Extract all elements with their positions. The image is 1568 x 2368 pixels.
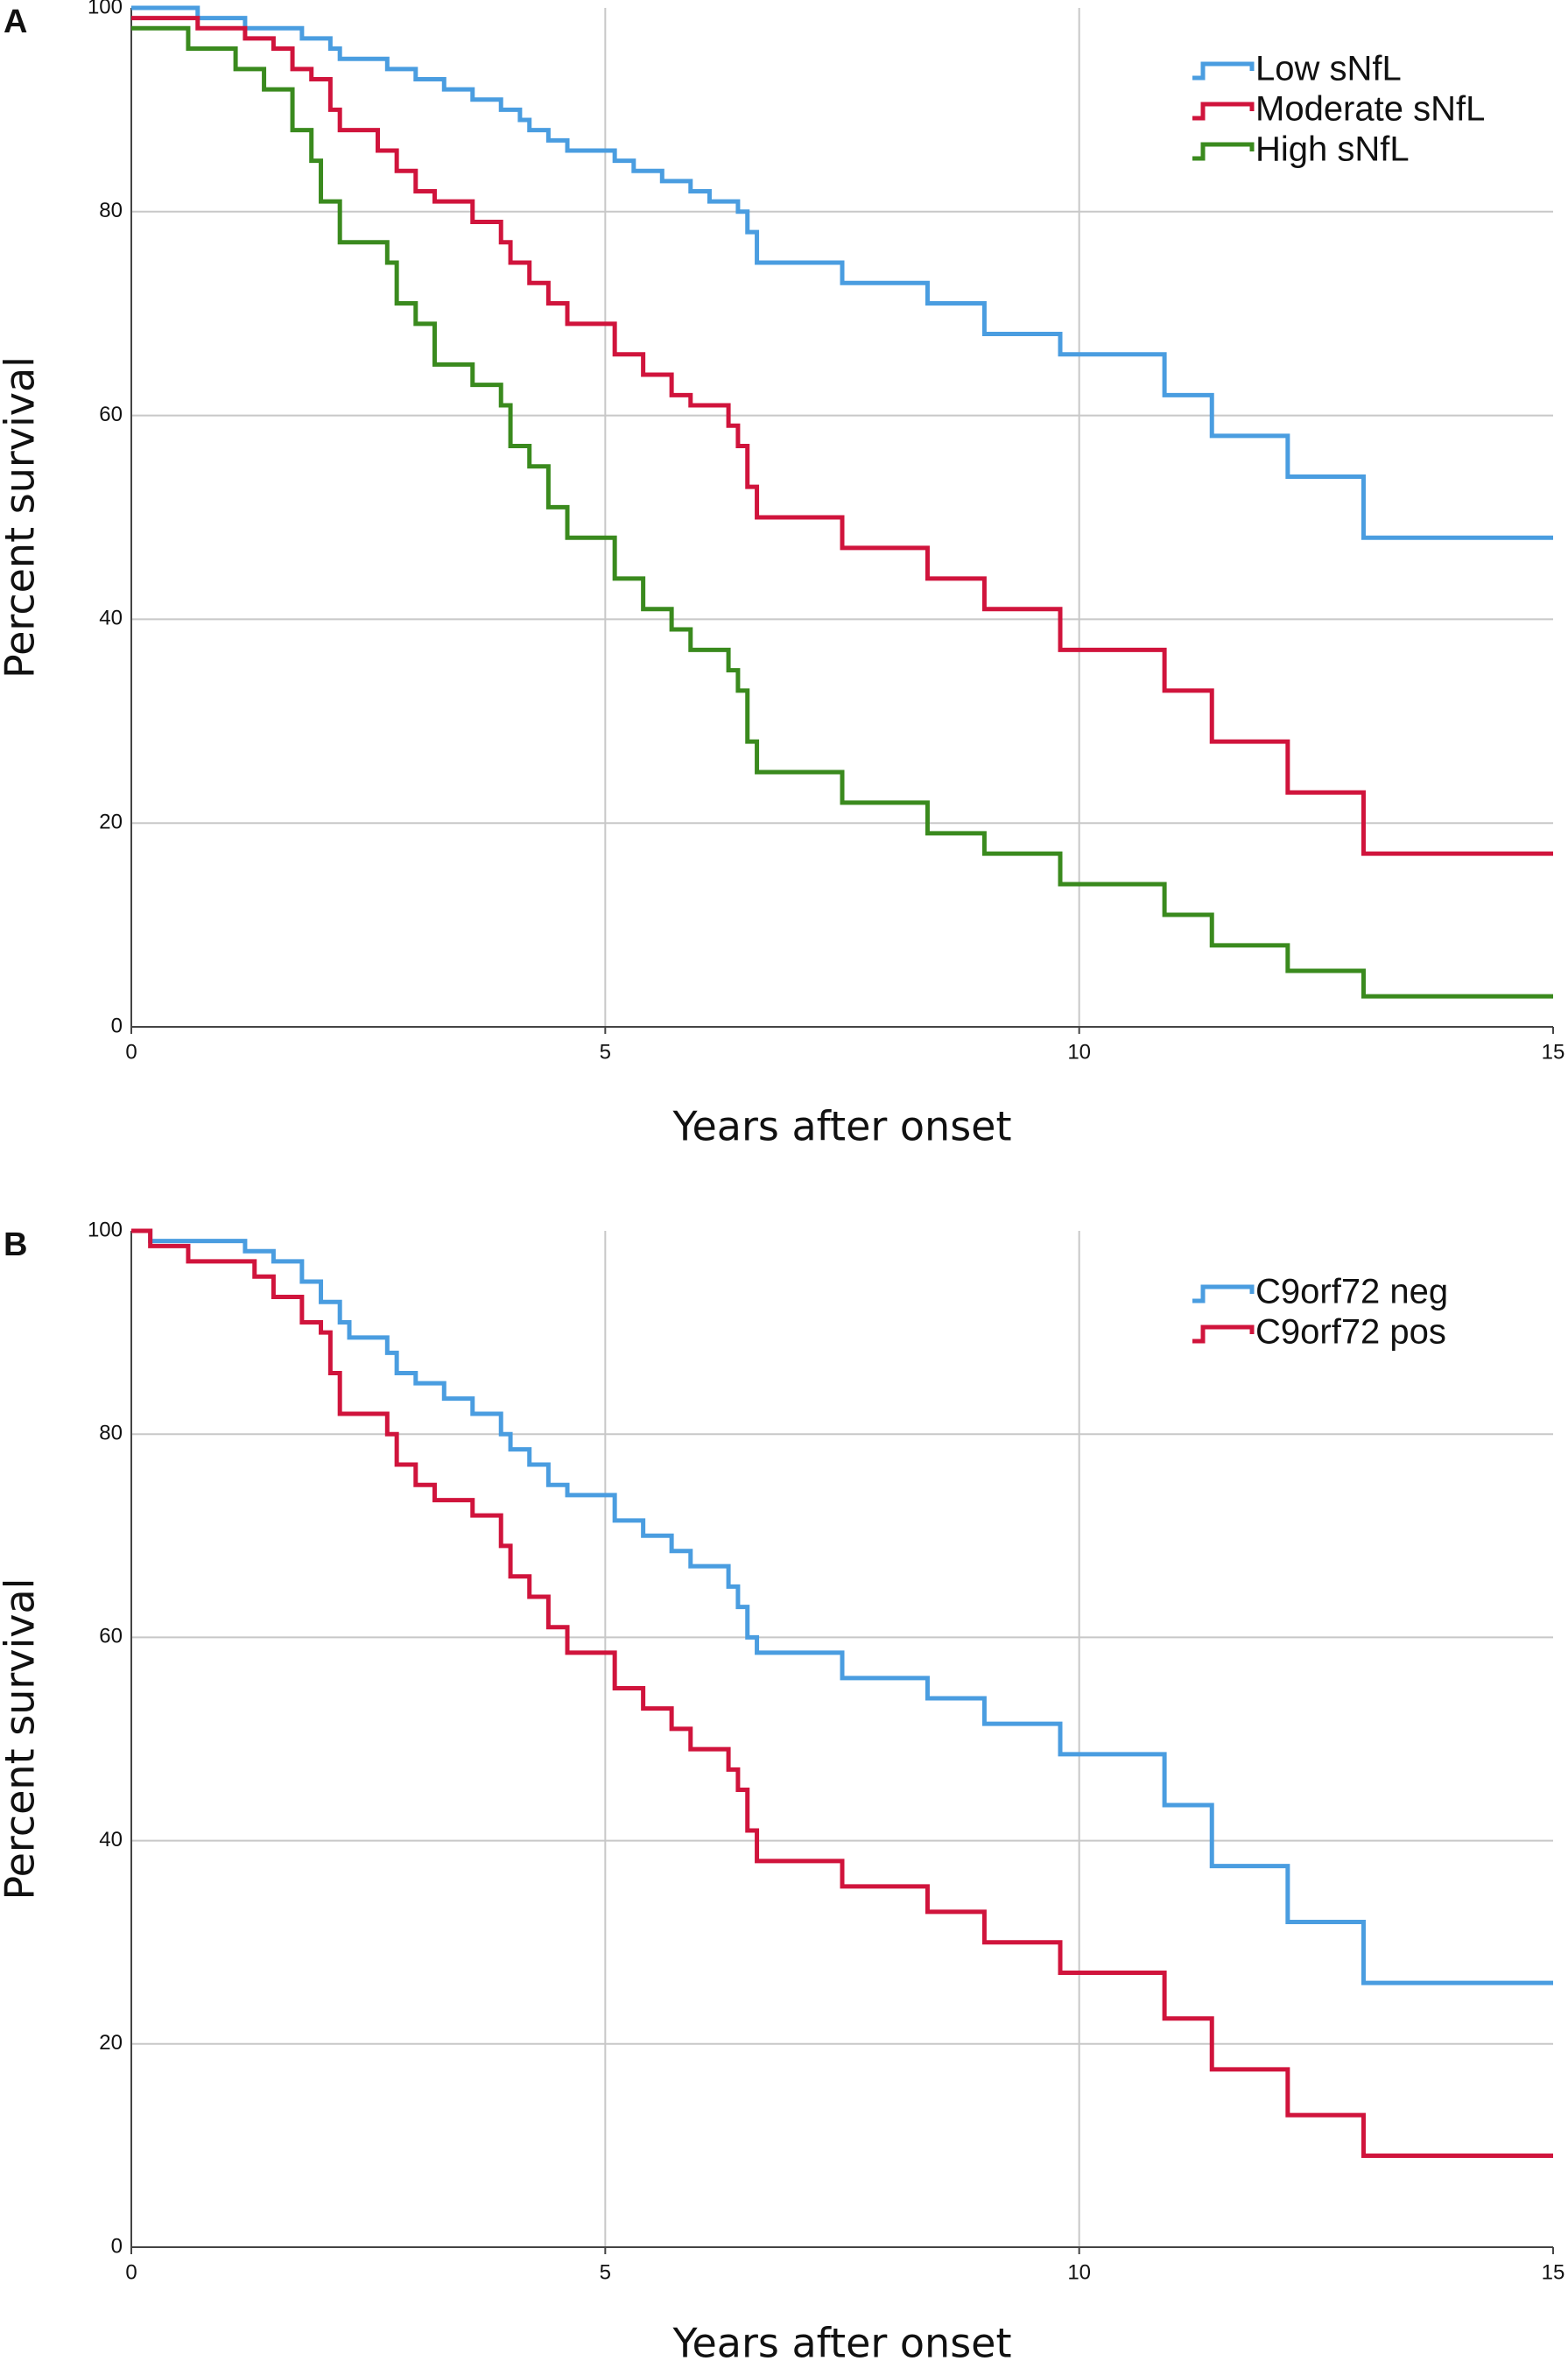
x-tick-label: 10 [1067,1040,1091,1064]
legend-swatch [1192,1325,1255,1344]
x-tick-label: 15 [1542,1040,1565,1064]
panel-label: A [4,4,27,40]
legend-swatch [1192,102,1255,121]
x-tick-label: 5 [600,1040,611,1064]
legend-label: Moderate sNfL [1255,90,1485,129]
x-tick-label: 5 [600,2260,611,2284]
panel-label: B [4,1226,27,1263]
legend-label: Low sNfL [1255,50,1402,88]
y-tick-label: 40 [99,607,123,630]
y-axis-title: Percent survival [0,1578,44,1901]
y-tick-label: 20 [99,811,123,834]
y-tick-label: 0 [111,1014,123,1037]
y-tick-label: 60 [99,1625,123,1648]
y-tick-label: 100 [88,0,123,18]
y-tick-label: 60 [99,403,123,426]
survival-line [131,1228,1553,2159]
legend-label: C9orf72 pos [1255,1313,1446,1352]
y-axis-title: Percent survival [0,356,44,678]
x-tick-label: 0 [125,2260,137,2284]
y-tick-label: 20 [99,2031,123,2055]
y-tick-label: 100 [88,1218,123,1241]
survival-line [131,5,1553,540]
survival-line [131,16,1553,856]
legend-swatch [1192,1284,1255,1303]
legend-swatch [1192,61,1255,81]
x-axis-title: Years after onset [671,1103,1011,1150]
x-axis-title: Years after onset [671,2320,1011,2367]
y-tick-label: 80 [99,1422,123,1445]
survival-line [131,25,1553,999]
survival-line [131,1228,1553,1985]
legend-label: High sNfL [1255,130,1410,169]
x-tick-label: 15 [1542,2260,1565,2284]
y-tick-label: 0 [111,2234,123,2258]
legend-swatch [1192,142,1255,161]
y-tick-label: 40 [99,1828,123,1852]
x-tick-label: 0 [125,1040,137,1064]
x-tick-label: 10 [1067,2260,1091,2284]
y-tick-label: 80 [99,199,123,222]
legend-label: C9orf72 neg [1255,1273,1448,1311]
